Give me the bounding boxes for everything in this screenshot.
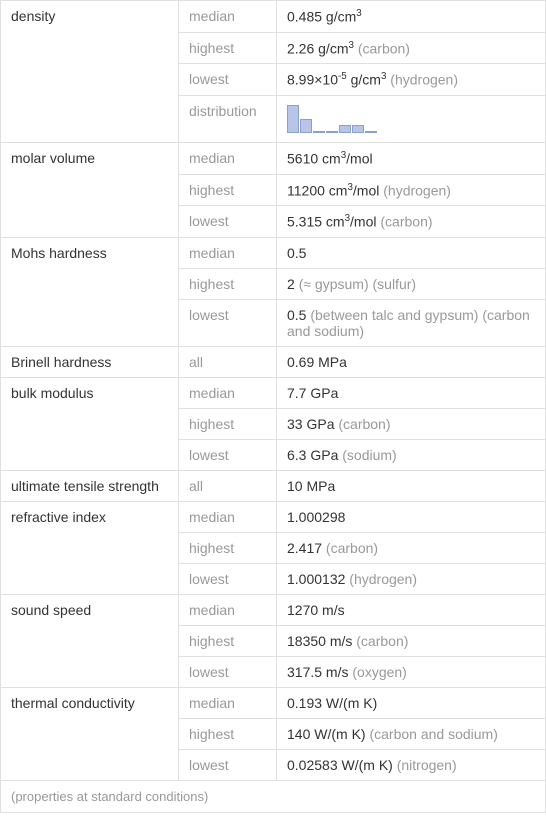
value-cell: 5.315 cm3/mol (carbon)	[277, 206, 546, 238]
value-cell: 317.5 m/s (oxygen)	[277, 656, 546, 687]
stat-label: median	[179, 501, 277, 532]
stat-label: lowest	[179, 656, 277, 687]
stat-label: median	[179, 142, 277, 174]
property-name: bulk modulus	[1, 377, 179, 470]
stat-label: highest	[179, 174, 277, 206]
chart-bar	[313, 131, 325, 133]
value-cell: 1.000132 (hydrogen)	[277, 563, 546, 594]
stat-label: highest	[179, 532, 277, 563]
table-row: ultimate tensile strengthall10 MPa	[1, 470, 546, 501]
chart-bar	[300, 119, 312, 133]
value-cell: 0.02583 W/(m K) (nitrogen)	[277, 749, 546, 780]
value-cell: 0.5	[277, 237, 546, 268]
value-cell: 10 MPa	[277, 470, 546, 501]
property-name: Brinell hardness	[1, 346, 179, 377]
value-cell	[277, 95, 546, 142]
value-cell: 1.000298	[277, 501, 546, 532]
property-name: refractive index	[1, 501, 179, 594]
value-cell: 2.26 g/cm3 (carbon)	[277, 32, 546, 64]
value-cell: 5610 cm3/mol	[277, 142, 546, 174]
table-row: sound speedmedian1270 m/s	[1, 594, 546, 625]
value-cell: 1270 m/s	[277, 594, 546, 625]
distribution-chart	[287, 103, 535, 135]
footnote: (properties at standard conditions)	[0, 781, 546, 813]
stat-label: median	[179, 237, 277, 268]
value-cell: 2 (≈ gypsum) (sulfur)	[277, 268, 546, 299]
stat-label: median	[179, 687, 277, 718]
table-row: densitymedian0.485 g/cm3	[1, 1, 546, 33]
stat-label: median	[179, 377, 277, 408]
value-cell: 0.193 W/(m K)	[277, 687, 546, 718]
value-cell: 7.7 GPa	[277, 377, 546, 408]
property-name: density	[1, 1, 179, 143]
value-cell: 0.485 g/cm3	[277, 1, 546, 33]
property-name: sound speed	[1, 594, 179, 687]
table-row: Mohs hardnessmedian0.5	[1, 237, 546, 268]
properties-table: densitymedian0.485 g/cm3highest2.26 g/cm…	[0, 0, 546, 781]
table-row: bulk modulusmedian7.7 GPa	[1, 377, 546, 408]
stat-label: all	[179, 470, 277, 501]
stat-label: lowest	[179, 749, 277, 780]
chart-bar	[326, 131, 338, 133]
stat-label: lowest	[179, 64, 277, 96]
chart-bar	[352, 125, 364, 133]
value-cell: 11200 cm3/mol (hydrogen)	[277, 174, 546, 206]
stat-label: lowest	[179, 439, 277, 470]
stat-label: lowest	[179, 299, 277, 346]
chart-bar	[365, 131, 377, 133]
stat-label: all	[179, 346, 277, 377]
stat-label: distribution	[179, 95, 277, 142]
property-name: Mohs hardness	[1, 237, 179, 346]
value-cell: 2.417 (carbon)	[277, 532, 546, 563]
property-name: ultimate tensile strength	[1, 470, 179, 501]
chart-bar	[339, 125, 351, 133]
table-row: molar volumemedian5610 cm3/mol	[1, 142, 546, 174]
stat-label: highest	[179, 268, 277, 299]
table-row: thermal conductivitymedian0.193 W/(m K)	[1, 687, 546, 718]
value-cell: 0.5 (between talc and gypsum) (carbon an…	[277, 299, 546, 346]
stat-label: highest	[179, 625, 277, 656]
value-cell: 18350 m/s (carbon)	[277, 625, 546, 656]
value-cell: 0.69 MPa	[277, 346, 546, 377]
property-name: molar volume	[1, 142, 179, 237]
table-row: Brinell hardnessall0.69 MPa	[1, 346, 546, 377]
stat-label: median	[179, 1, 277, 33]
value-cell: 6.3 GPa (sodium)	[277, 439, 546, 470]
stat-label: lowest	[179, 206, 277, 238]
property-name: thermal conductivity	[1, 687, 179, 780]
stat-label: median	[179, 594, 277, 625]
stat-label: highest	[179, 718, 277, 749]
value-cell: 140 W/(m K) (carbon and sodium)	[277, 718, 546, 749]
stat-label: highest	[179, 408, 277, 439]
chart-bar	[287, 105, 299, 133]
table-row: refractive indexmedian1.000298	[1, 501, 546, 532]
value-cell: 33 GPa (carbon)	[277, 408, 546, 439]
stat-label: lowest	[179, 563, 277, 594]
value-cell: 8.99×10-5 g/cm3 (hydrogen)	[277, 64, 546, 96]
stat-label: highest	[179, 32, 277, 64]
